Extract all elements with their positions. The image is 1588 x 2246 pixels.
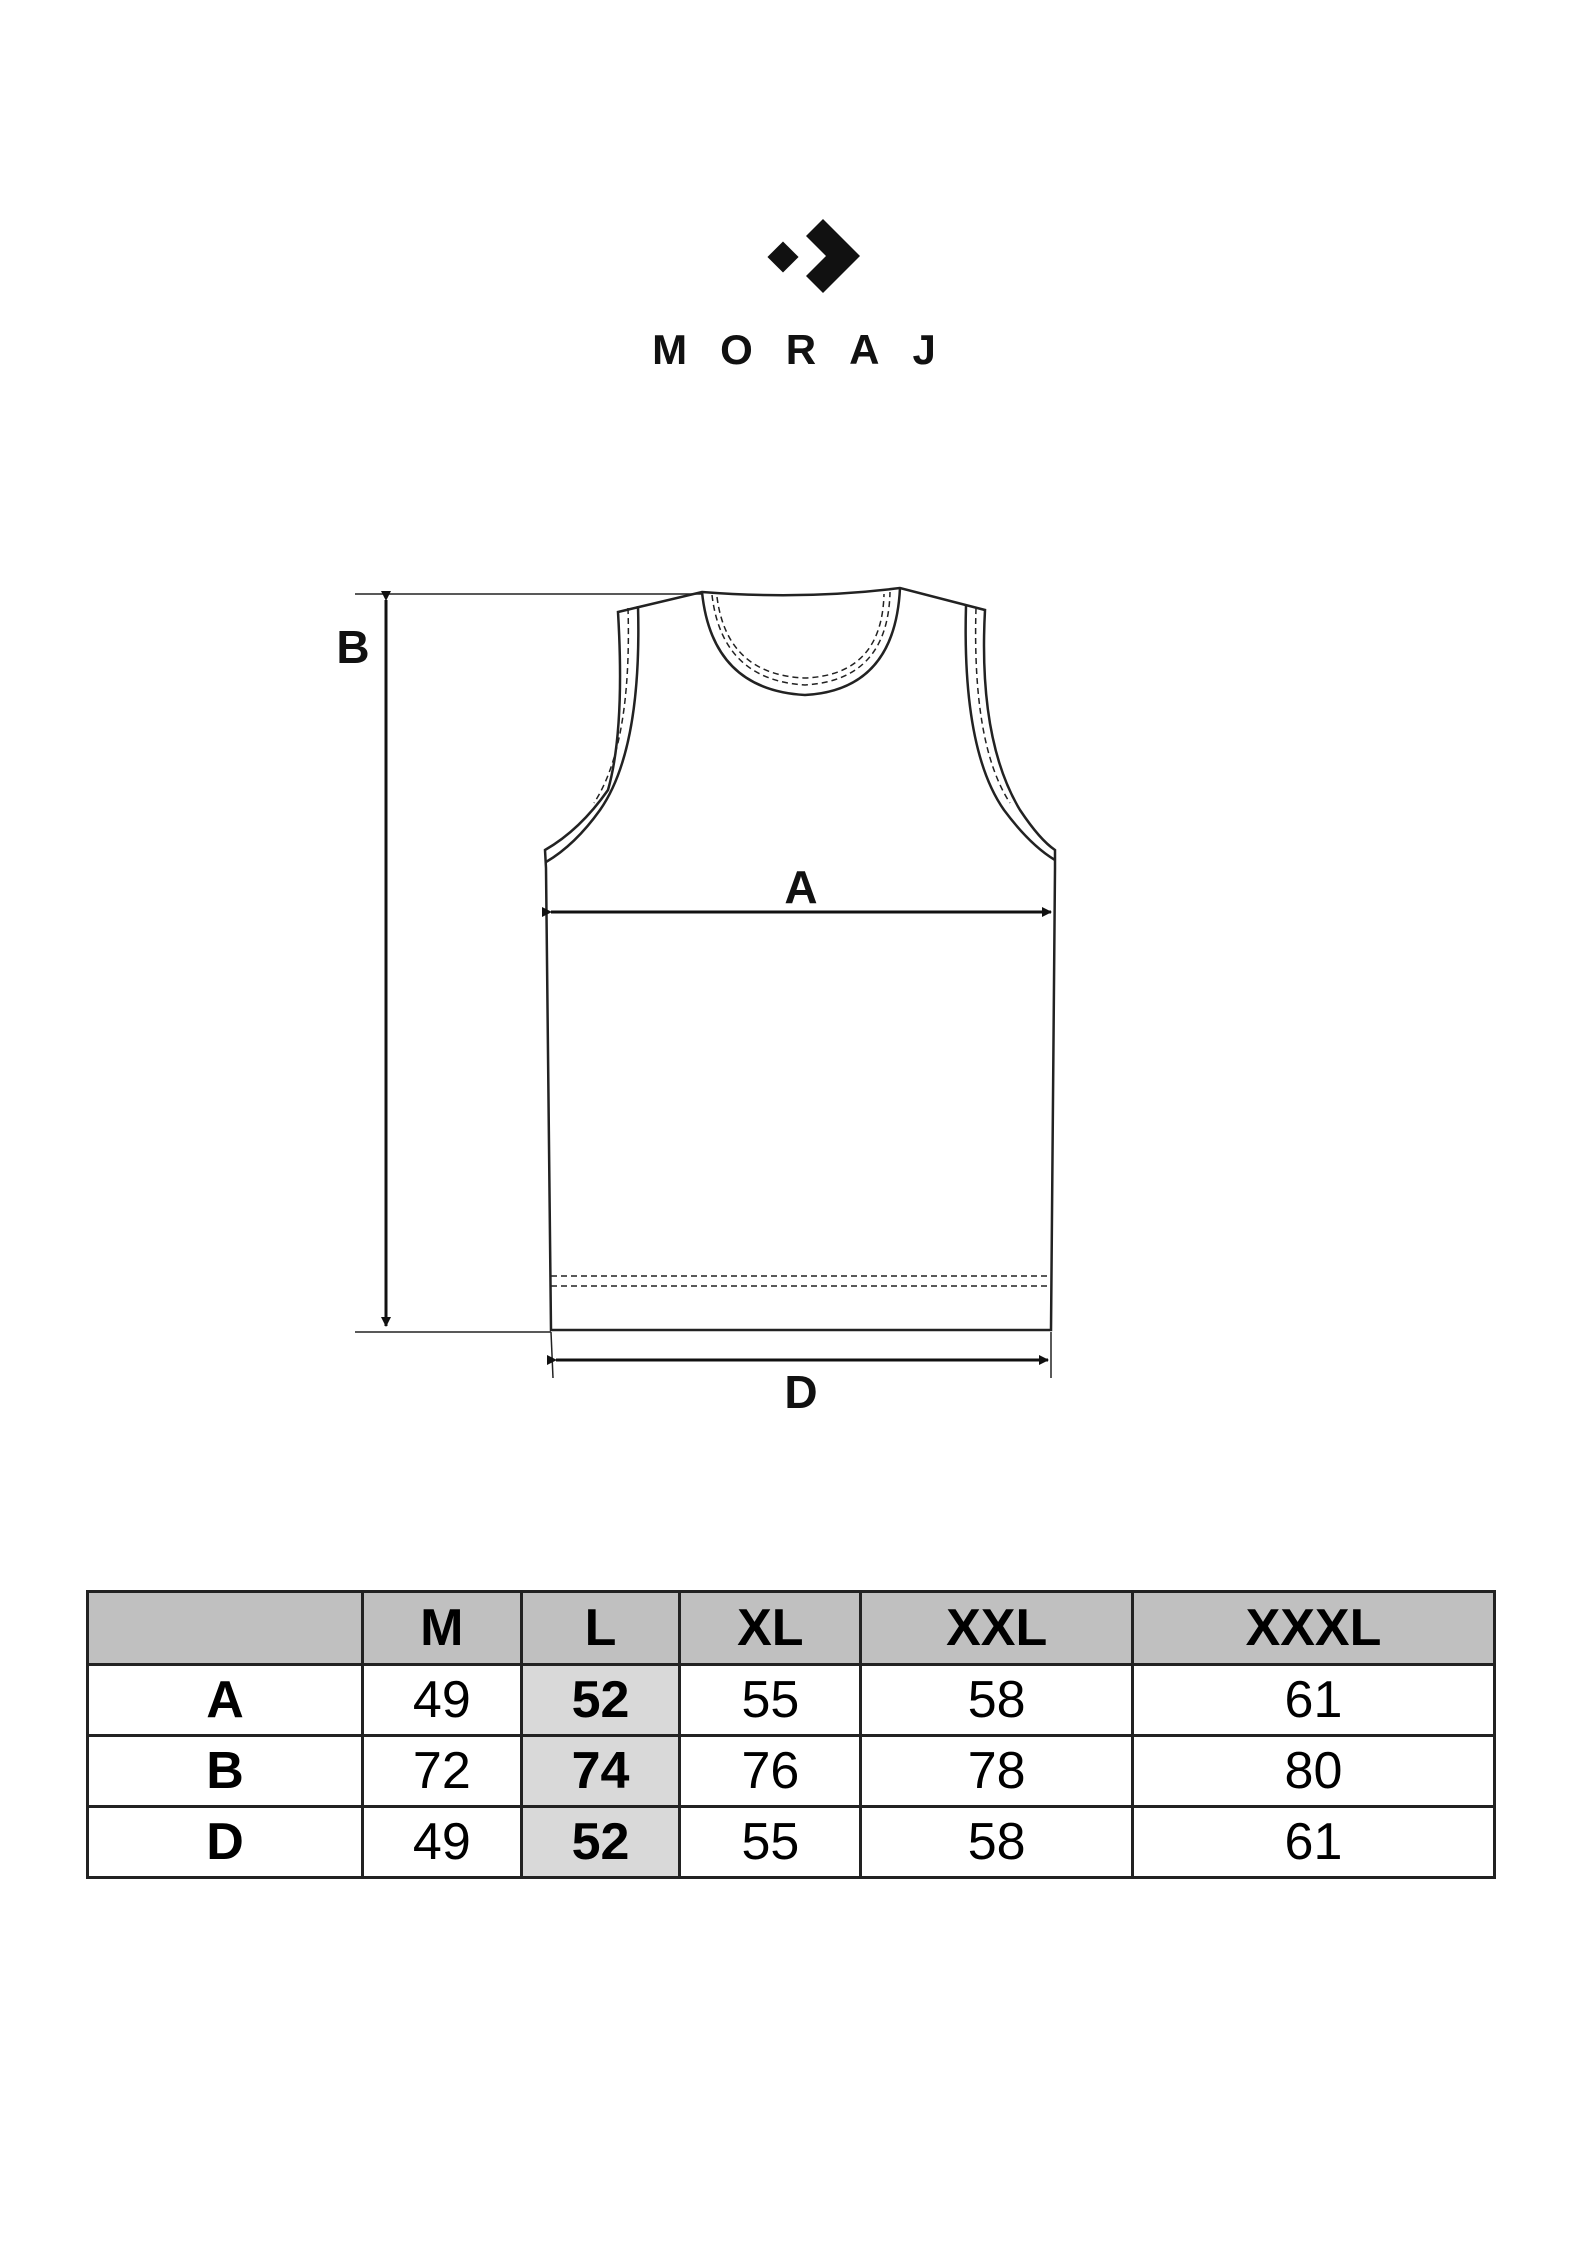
cell: 55	[678, 1663, 863, 1737]
header-cell: XL	[678, 1590, 863, 1666]
cell: 76	[678, 1734, 863, 1808]
header-cell: L	[519, 1590, 682, 1666]
cell: 49	[361, 1663, 523, 1737]
cell: 61	[1130, 1805, 1497, 1879]
header-cell: M	[361, 1590, 523, 1666]
header-row: M L XL XXL XXXL	[86, 1590, 1497, 1666]
cell: 78	[859, 1734, 1134, 1808]
cell: 49	[361, 1805, 523, 1879]
row-label: B	[86, 1734, 364, 1808]
cell: 55	[678, 1805, 863, 1879]
row-label: A	[86, 1663, 364, 1737]
table-row: A 49 52 55 58 61	[86, 1663, 1497, 1737]
cell: 52	[519, 1805, 682, 1879]
cell: 72	[361, 1734, 523, 1808]
brand-name: MORAJ	[652, 326, 969, 373]
table-row: D 49 52 55 58 61	[86, 1805, 1497, 1879]
header-cell: XXXL	[1130, 1590, 1497, 1666]
table-row: B 72 74 76 78 80	[86, 1734, 1497, 1808]
cell: 58	[859, 1805, 1134, 1879]
header-cell: XXL	[859, 1590, 1134, 1666]
cell: 74	[519, 1734, 682, 1808]
label-b: B	[336, 621, 370, 673]
header-cell	[86, 1590, 364, 1666]
label-d: D	[784, 1366, 818, 1418]
cell: 61	[1130, 1663, 1497, 1737]
cell: 58	[859, 1663, 1134, 1737]
cell: 80	[1130, 1734, 1497, 1808]
shirt-outline	[543, 586, 1057, 1332]
moraj-logo-icon	[767, 219, 860, 293]
label-a: A	[784, 861, 818, 913]
row-label: D	[86, 1805, 364, 1879]
cell: 52	[519, 1663, 682, 1737]
size-table: M L XL XXL XXXL A 49 52 55 58 61 B 72 74…	[86, 1590, 1497, 1879]
